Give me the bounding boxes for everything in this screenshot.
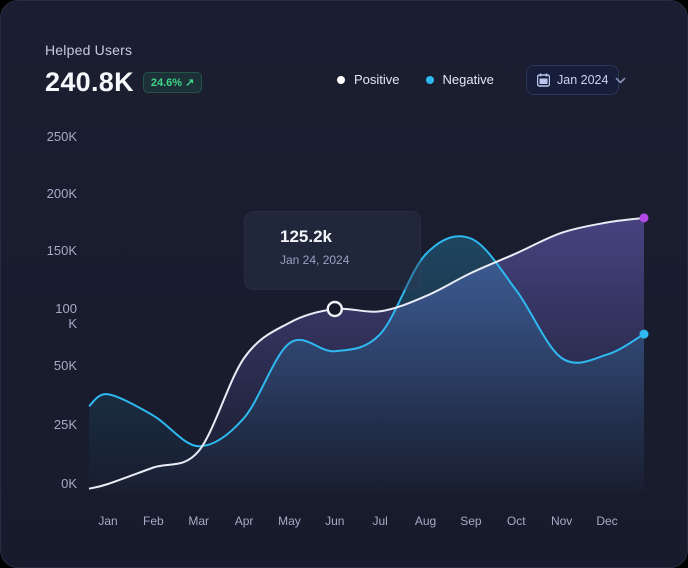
y-tick-label: 50K [53, 358, 77, 373]
calendar-icon [537, 73, 550, 87]
y-tick-label: 0K [61, 476, 77, 491]
legend-label-positive: Positive [354, 72, 400, 87]
chevron-down-icon [616, 77, 626, 83]
y-tick-label: 100 K [55, 301, 77, 331]
x-tick-label: May [278, 514, 301, 528]
period-dropdown-value: Jan 2024 [557, 73, 609, 87]
negative-line [88, 235, 645, 448]
x-tick-label: Jul [372, 514, 388, 528]
negative-end-dot [639, 329, 649, 339]
delta-badge: 24.6% ↗ [142, 72, 203, 93]
negative-area [89, 236, 644, 491]
y-tick-label: 25K [53, 417, 77, 432]
y-tick-label: 200K [46, 186, 77, 201]
y-tick-label: 250K [46, 129, 77, 144]
negative-dot-icon [425, 75, 434, 84]
x-tick-label: Apr [234, 514, 254, 528]
positive-dot-icon [337, 75, 345, 84]
x-tick-label: Oct [506, 514, 526, 528]
x-tick-label: Feb [143, 514, 164, 528]
chart-tooltip: 125.2k Jan 24, 2024 [244, 211, 421, 290]
delta-value: 24.6% [150, 76, 183, 89]
period-dropdown[interactable]: Jan 2024 [526, 65, 626, 95]
metric-row: 240.8K 24.6% ↗ [45, 67, 203, 98]
x-tick-label: Nov [550, 514, 573, 528]
positive-end-dot [639, 213, 649, 223]
card-title: Helped Users [45, 42, 133, 58]
x-tick-label: Mar [188, 514, 210, 528]
tooltip-date: Jan 24, 2024 [280, 253, 350, 267]
x-tick-label: Aug [414, 514, 437, 528]
positive-line [88, 216, 645, 490]
legend-item-negative[interactable]: Negative [425, 72, 494, 87]
x-tick-label: Dec [596, 514, 618, 528]
trend-up-icon: ↗ [185, 77, 195, 89]
highlight-marker[interactable] [326, 300, 343, 318]
tooltip-value: 125.2k [280, 227, 332, 246]
legend-item-positive[interactable]: Positive [337, 72, 400, 87]
legend-label-negative: Negative [442, 72, 494, 87]
x-tick-label: Jan [98, 514, 118, 528]
y-tick-label: 150K [46, 243, 77, 258]
chart-legend: Positive Negative [337, 72, 494, 87]
x-tick-label: Jun [325, 514, 345, 528]
metric-value: 240.8K [45, 67, 134, 97]
x-tick-label: Sep [460, 514, 482, 528]
